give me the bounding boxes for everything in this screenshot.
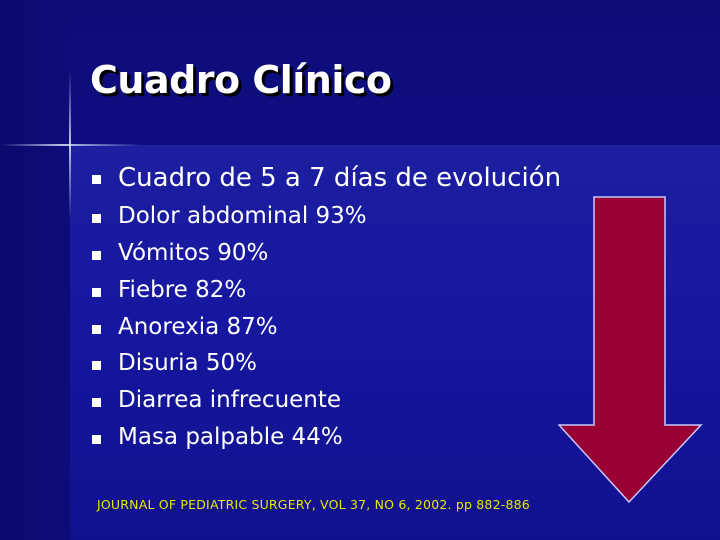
list-item-text: Disuria 50% xyxy=(118,350,258,376)
list-item-text: Anorexia 87% xyxy=(118,314,278,340)
square-bullet-icon xyxy=(92,288,101,297)
square-bullet-icon xyxy=(92,251,101,260)
down-arrow-shape xyxy=(558,196,703,504)
list-item-text: Cuadro de 5 a 7 días de evolución xyxy=(118,163,562,193)
square-bullet-icon xyxy=(92,175,101,184)
square-bullet-icon xyxy=(92,435,101,444)
list-item-text: Vómitos 90% xyxy=(118,240,269,266)
square-bullet-icon xyxy=(92,325,101,334)
left-band xyxy=(0,0,70,540)
square-bullet-icon xyxy=(92,214,101,223)
citation: JOURNAL OF PEDIATRIC SURGERY, VOL 37, NO… xyxy=(97,497,530,512)
square-bullet-icon xyxy=(92,398,101,407)
title-band xyxy=(0,0,720,145)
list-item-text: Diarrea infrecuente xyxy=(118,387,342,413)
list-item-text: Masa palpable 44% xyxy=(118,424,343,450)
square-bullet-icon xyxy=(92,361,101,370)
decorative-line-vertical xyxy=(69,70,71,220)
down-arrow-icon xyxy=(558,196,703,504)
list-item-text: Dolor abdominal 93% xyxy=(118,203,367,229)
list-item-text: Fiebre 82% xyxy=(118,277,247,303)
slide-title: Cuadro Clínico xyxy=(90,58,392,102)
